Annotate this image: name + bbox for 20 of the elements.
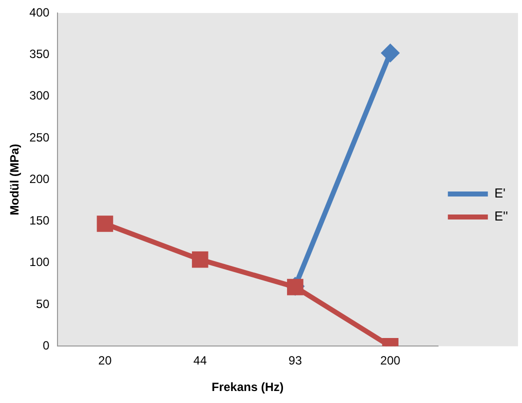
x-tick-label: 20 [98,354,112,368]
legend-label: E'' [494,208,508,224]
y-tick-label: 0 [42,338,50,353]
point [96,216,114,232]
y-axis-title: Modül (MPa) [8,144,22,216]
y-tick-label: 400 [29,5,50,20]
y-tick-label: 350 [29,46,50,61]
point [192,251,208,268]
y-tick-label: 300 [29,88,50,103]
y-tick-label: 50 [36,296,50,311]
x-tick-label: 93 [288,354,302,368]
y-tick-label: 250 [29,130,50,144]
y-tick-label: 200 [29,172,50,186]
x-axis-title: Frekans (Hz) [212,380,284,394]
point [382,44,399,62]
y-tick-label: 150 [29,214,50,228]
x-tick-label: 200 [380,354,401,368]
legend-label: E' [494,186,506,201]
y-tick-label: 100 [29,255,50,270]
x-tick-label: 44 [193,354,208,368]
